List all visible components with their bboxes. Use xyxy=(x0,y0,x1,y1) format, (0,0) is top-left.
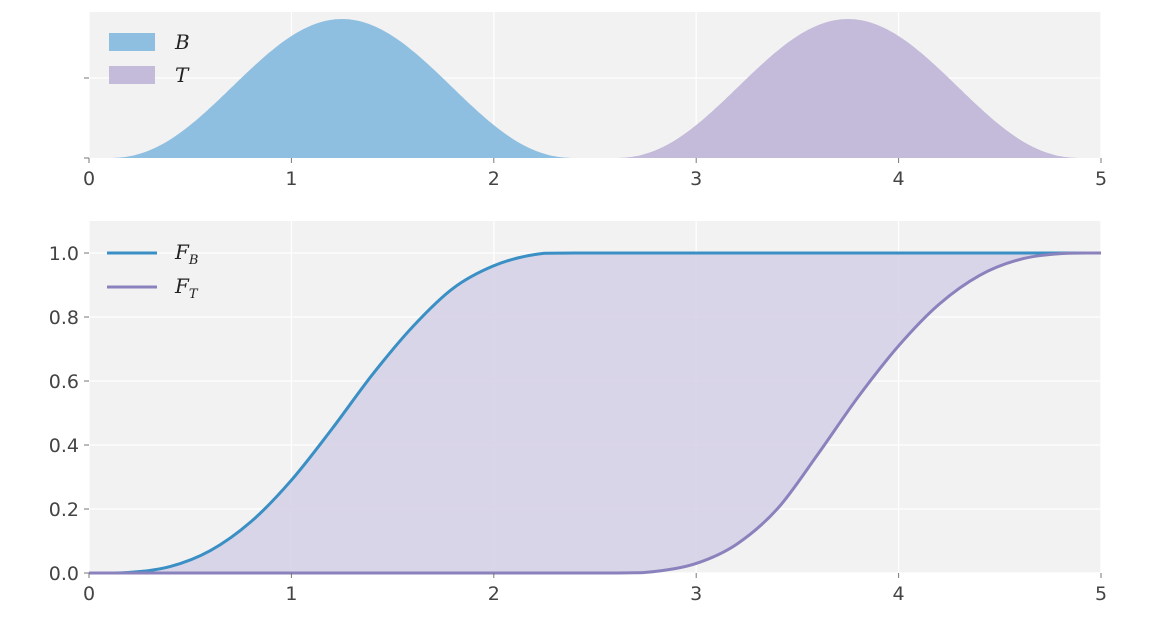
x-tick-label: 2 xyxy=(488,583,500,605)
cdf-lines xyxy=(88,251,1102,575)
x-tick-label: 3 xyxy=(690,583,702,605)
cdf-y-ticks: 0.0 0.2 0.4 0.6 0.8 1.0 xyxy=(49,243,89,585)
x-tick-label: 0 xyxy=(83,583,95,605)
y-tick-label: 1.0 xyxy=(49,243,79,265)
cdf-fill-between xyxy=(89,252,1101,574)
y-tick-label: 0.0 xyxy=(49,563,79,585)
histogram-series xyxy=(109,19,1081,158)
legend-label-ft: FT xyxy=(174,274,199,302)
y-tick-label: 0.6 xyxy=(49,371,79,393)
histogram-x-ticks: 0 1 2 3 4 5 xyxy=(83,158,1107,190)
legend-label-t: T xyxy=(175,63,190,87)
y-tick-label: 0.8 xyxy=(49,307,79,329)
histogram-b xyxy=(109,19,575,158)
y-tick-label: 0.2 xyxy=(49,499,79,521)
cdf-panel: 0 1 2 3 4 5 0.0 0.2 0.4 0.6 0.8 1.0 FB FT xyxy=(49,221,1107,605)
x-tick-label: 4 xyxy=(893,168,905,190)
x-tick-label: 3 xyxy=(690,168,702,190)
x-tick-label: 1 xyxy=(285,583,297,605)
x-tick-label: 5 xyxy=(1095,583,1107,605)
cdf-x-ticks: 0 1 2 3 4 5 xyxy=(83,573,1107,605)
legend-swatch-b xyxy=(109,33,155,51)
histogram-t xyxy=(615,19,1081,158)
legend-swatch-t xyxy=(109,66,155,84)
cdf-line-b xyxy=(88,251,1101,575)
x-tick-label: 1 xyxy=(285,168,297,190)
cdf-line-t xyxy=(88,251,1102,575)
legend-label-fb: FB xyxy=(174,240,198,268)
x-tick-label: 0 xyxy=(83,168,95,190)
cdf-legend: FB FT xyxy=(107,240,199,302)
x-tick-label: 5 xyxy=(1095,168,1107,190)
legend-label-b: B xyxy=(174,30,190,54)
y-tick-label: 0.4 xyxy=(49,435,79,457)
histogram-panel: 0 1 2 3 4 5 B T xyxy=(83,12,1107,190)
x-tick-label: 2 xyxy=(488,168,500,190)
x-tick-label: 4 xyxy=(893,583,905,605)
histogram-legend: B T xyxy=(109,30,190,87)
